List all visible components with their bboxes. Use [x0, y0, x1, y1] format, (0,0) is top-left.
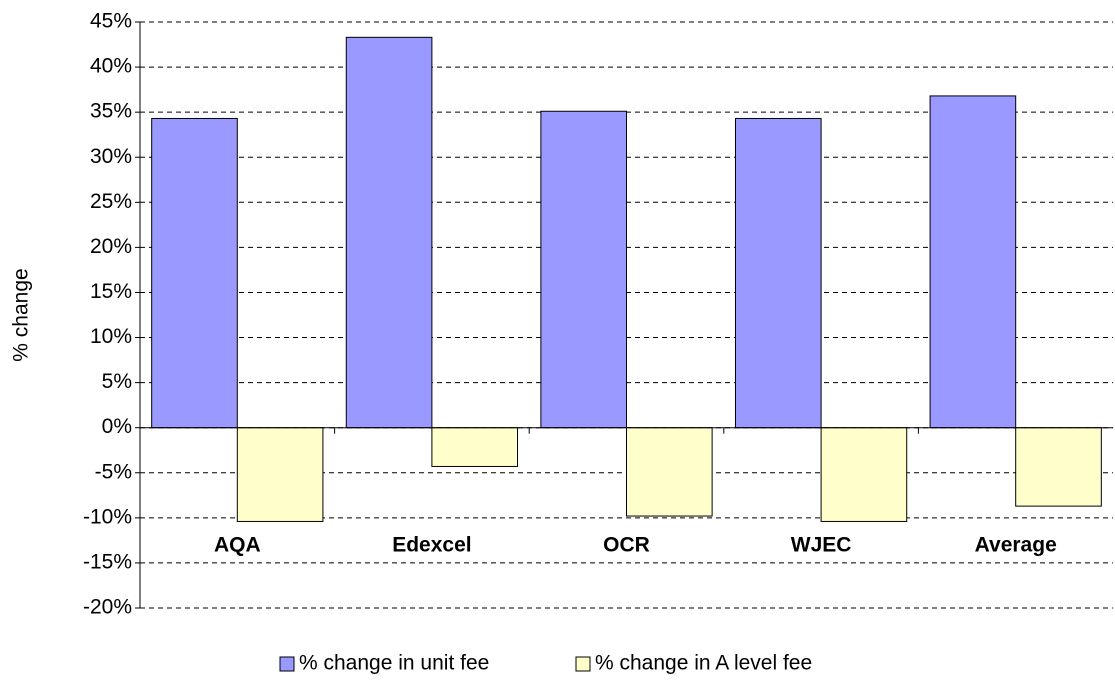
legend-swatch — [575, 656, 591, 672]
y-tick-label: 0% — [102, 415, 132, 438]
bar — [236, 427, 324, 522]
y-tick-label: -10% — [83, 505, 132, 528]
bar — [1015, 427, 1102, 507]
y-axis-title: % change — [10, 268, 33, 361]
x-tick-label: Average — [975, 534, 1057, 557]
y-tick-label: -15% — [83, 550, 132, 573]
y-tick-label: 40% — [90, 55, 132, 78]
y-tick-label: -20% — [83, 596, 132, 619]
bar — [345, 36, 433, 429]
y-tick-label: 15% — [90, 280, 132, 303]
y-tick-label: 45% — [90, 10, 132, 33]
bar — [540, 110, 627, 429]
x-tick-label: OCR — [603, 534, 650, 557]
y-tick-label: 30% — [90, 145, 132, 168]
legend-label: % change in unit fee — [299, 652, 489, 675]
bar — [734, 117, 822, 429]
y-tick-label: -5% — [95, 460, 132, 483]
x-tick-label: AQA — [214, 534, 261, 557]
bar — [431, 427, 519, 467]
legend-label: % change in A level fee — [595, 652, 812, 675]
y-tick-label: 5% — [102, 370, 132, 393]
x-tick-label: WJEC — [791, 534, 852, 557]
x-tick-label: Edexcel — [392, 534, 471, 557]
bar — [820, 427, 908, 522]
legend-swatch — [279, 656, 295, 672]
y-tick-label: 35% — [90, 100, 132, 123]
bar — [151, 117, 238, 429]
y-tick-label: 25% — [90, 190, 132, 213]
y-tick-label: 20% — [90, 235, 132, 258]
bar — [929, 95, 1017, 429]
y-tick-label: 10% — [90, 325, 132, 348]
bar — [626, 427, 713, 517]
